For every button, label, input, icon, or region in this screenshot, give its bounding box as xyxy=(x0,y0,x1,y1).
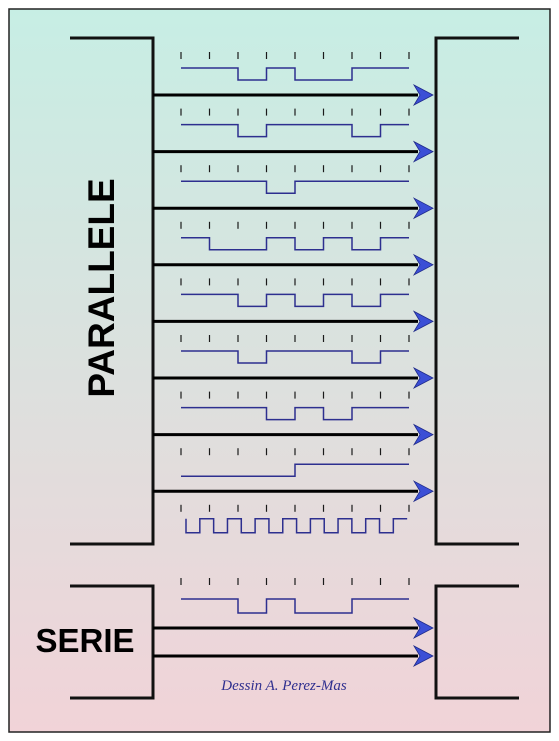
parallel-waveforms xyxy=(180,52,410,477)
arrowhead xyxy=(412,140,434,163)
parallel-right-bracket xyxy=(434,36,519,546)
serial-left-bracket xyxy=(70,584,155,700)
clock-signal xyxy=(185,518,408,534)
bit-waveform xyxy=(181,293,409,308)
arrowhead xyxy=(412,423,434,446)
arrowhead xyxy=(412,83,434,107)
bit-waveform xyxy=(181,67,409,81)
bit-waveform xyxy=(181,180,409,194)
arrowhead xyxy=(412,616,434,640)
bit-waveform xyxy=(181,123,409,138)
arrowhead xyxy=(412,366,434,390)
bit-waveform xyxy=(181,463,409,477)
serial-right-bracket xyxy=(434,584,519,700)
serial-label: SERIE xyxy=(35,622,134,659)
arrowhead xyxy=(412,480,434,503)
bit-waveform xyxy=(181,406,409,421)
arrowhead xyxy=(412,310,434,333)
serial-waveform xyxy=(180,578,410,614)
serial-data-lines xyxy=(153,616,434,668)
parallel-left-bracket xyxy=(70,36,155,546)
background-panel xyxy=(8,8,551,733)
arrowhead xyxy=(412,197,434,220)
bit-waveform xyxy=(181,237,409,251)
arrowhead xyxy=(412,644,434,668)
parallel-label: PARALLELE xyxy=(81,178,122,397)
clock-waveform xyxy=(180,504,410,534)
bit-waveform xyxy=(181,350,409,364)
parallel-data-lines xyxy=(153,83,434,503)
serial-bit-waveform xyxy=(181,598,409,614)
credit-signature: Dessin A. Perez-Mas xyxy=(220,678,347,694)
arrowhead xyxy=(412,253,434,276)
